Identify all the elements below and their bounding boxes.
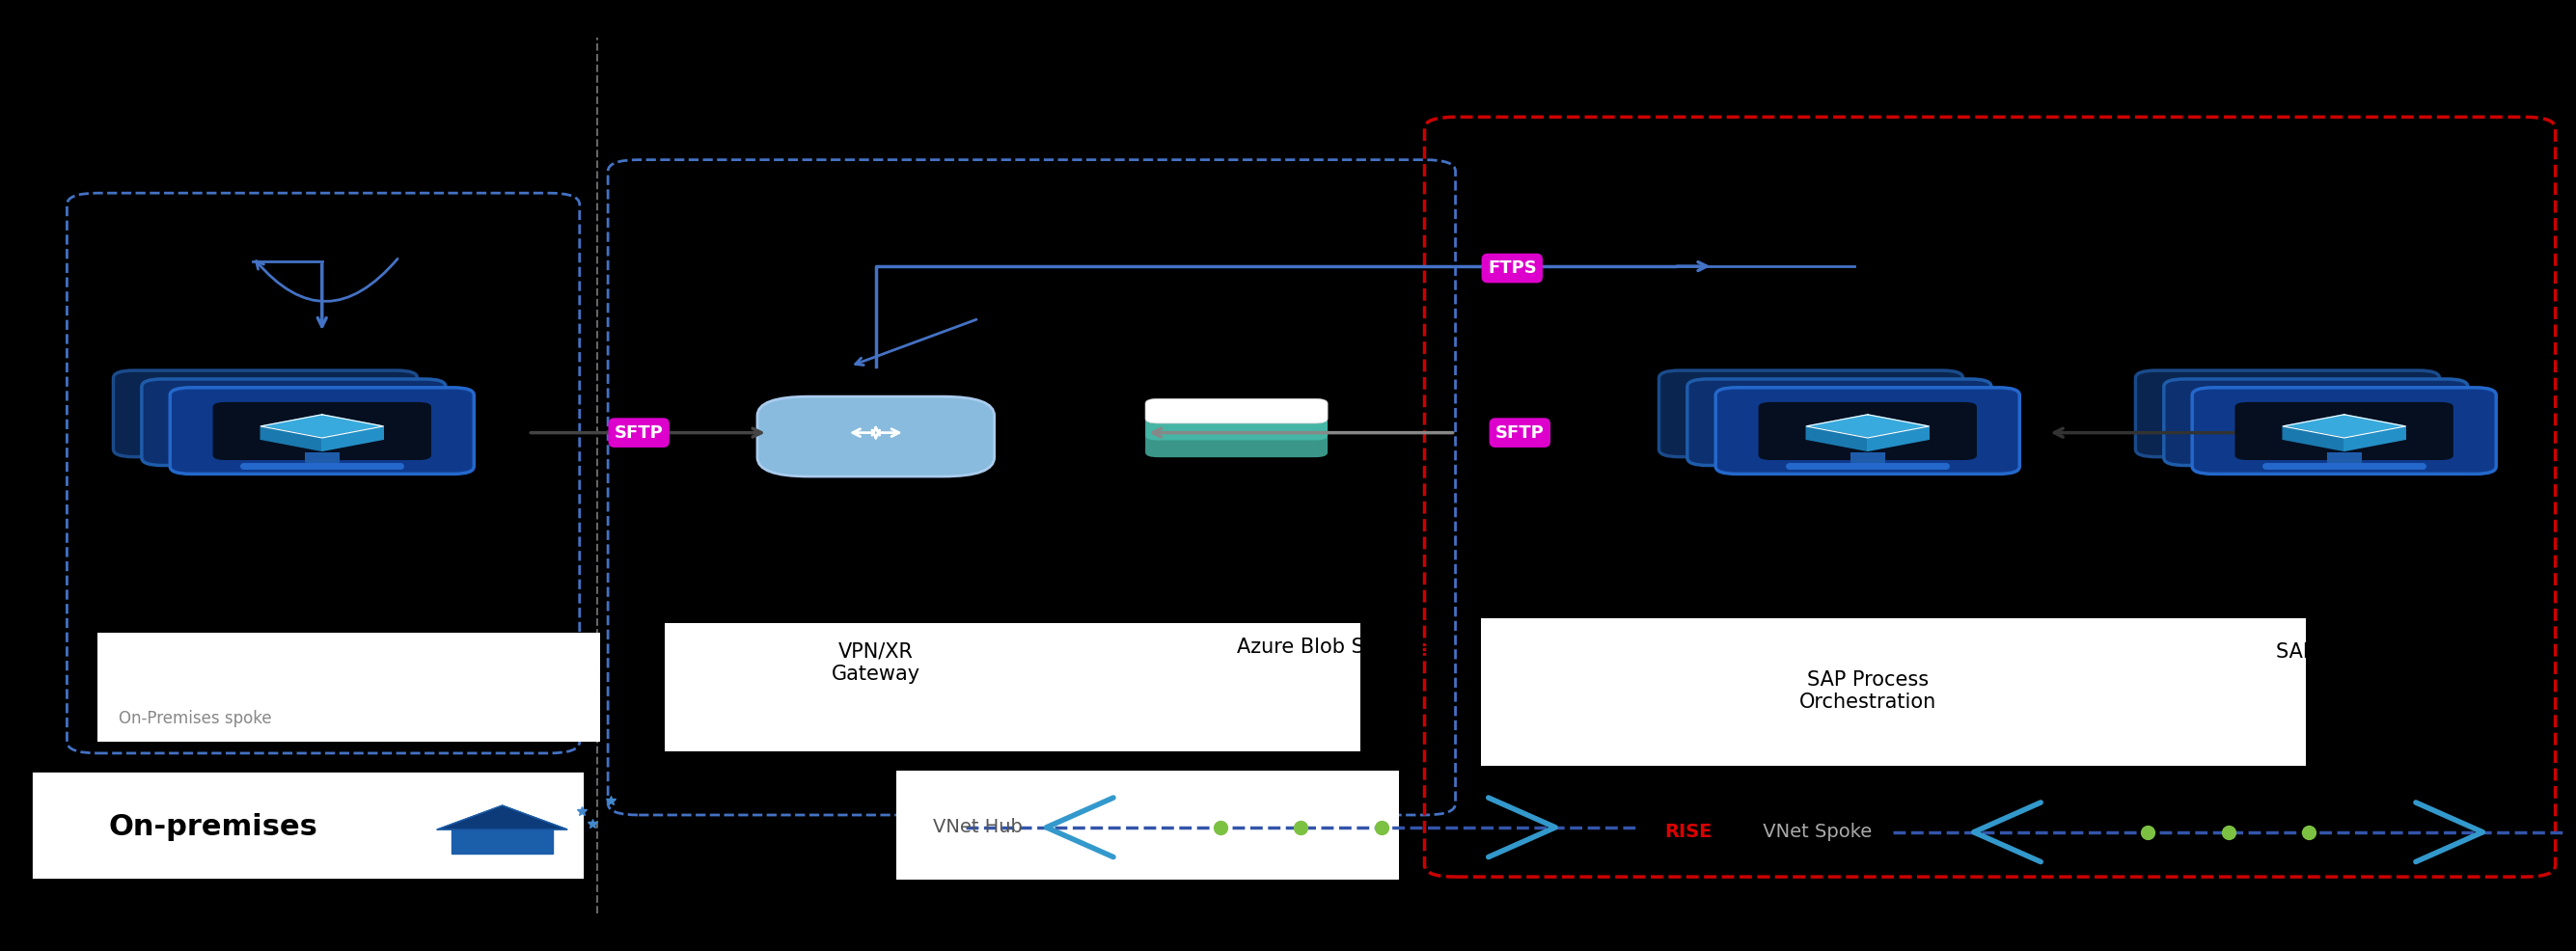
FancyBboxPatch shape: [1716, 388, 2020, 474]
FancyBboxPatch shape: [2326, 452, 2362, 466]
FancyBboxPatch shape: [170, 388, 474, 474]
FancyBboxPatch shape: [98, 632, 600, 742]
Polygon shape: [1806, 426, 1868, 451]
Polygon shape: [322, 426, 384, 451]
Polygon shape: [438, 805, 567, 829]
FancyBboxPatch shape: [1146, 416, 1327, 440]
Text: SAP Process
Orchestration: SAP Process Orchestration: [1798, 670, 1937, 712]
Polygon shape: [451, 829, 554, 853]
FancyBboxPatch shape: [1659, 371, 1963, 456]
FancyBboxPatch shape: [896, 770, 1399, 880]
FancyBboxPatch shape: [142, 379, 446, 465]
FancyBboxPatch shape: [757, 397, 994, 476]
Polygon shape: [1868, 426, 1929, 451]
FancyBboxPatch shape: [1687, 379, 1991, 465]
FancyBboxPatch shape: [2136, 371, 2439, 456]
FancyBboxPatch shape: [113, 371, 417, 456]
Text: FTPS: FTPS: [1486, 260, 1538, 277]
Text: SAP back end: SAP back end: [2275, 642, 2414, 661]
FancyBboxPatch shape: [2236, 402, 2452, 460]
Text: On-Premises spoke: On-Premises spoke: [118, 710, 270, 728]
Polygon shape: [2282, 415, 2406, 437]
FancyBboxPatch shape: [214, 402, 430, 460]
FancyBboxPatch shape: [1850, 452, 1886, 466]
Text: SFTP: SFTP: [613, 424, 665, 441]
Text: VPN/XR
Gateway: VPN/XR Gateway: [832, 642, 920, 684]
FancyBboxPatch shape: [2192, 388, 2496, 474]
FancyBboxPatch shape: [31, 770, 585, 880]
FancyBboxPatch shape: [2164, 379, 2468, 465]
Polygon shape: [2282, 426, 2344, 451]
Text: VNet Spoke: VNet Spoke: [1757, 823, 1873, 842]
Polygon shape: [2344, 426, 2406, 451]
FancyBboxPatch shape: [1759, 402, 1976, 460]
Text: Azure Blob Storage: Azure Blob Storage: [1236, 637, 1430, 656]
Text: SFTP: SFTP: [1494, 424, 1546, 441]
FancyBboxPatch shape: [1146, 398, 1327, 423]
FancyBboxPatch shape: [665, 623, 1360, 751]
Polygon shape: [1806, 415, 1929, 437]
Text: VNet Hub: VNet Hub: [933, 818, 1023, 837]
Polygon shape: [260, 426, 322, 451]
Text: Corporate
workload: Corporate workload: [270, 651, 374, 693]
FancyBboxPatch shape: [304, 452, 340, 466]
FancyBboxPatch shape: [1146, 433, 1327, 457]
FancyBboxPatch shape: [1481, 618, 2306, 766]
Text: RISE: RISE: [1664, 823, 1710, 842]
Polygon shape: [260, 415, 384, 437]
Text: On-premises: On-premises: [108, 813, 317, 842]
